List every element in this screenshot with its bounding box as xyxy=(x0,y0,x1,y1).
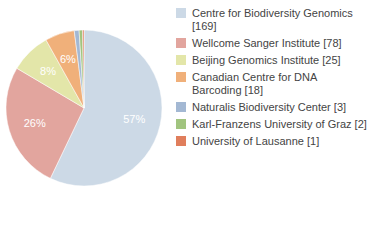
legend-swatch xyxy=(176,119,186,129)
legend-swatch xyxy=(176,55,186,65)
legend-swatch xyxy=(176,38,186,48)
data-label: 6% xyxy=(60,53,76,65)
legend-label: Naturalis Biodiversity Center [3] xyxy=(192,101,346,113)
legend-swatch xyxy=(176,102,186,112)
legend-swatch xyxy=(176,8,186,18)
pie xyxy=(6,30,162,186)
legend-label: Beijing Genomics Institute [25] xyxy=(192,54,341,66)
legend-label: Karl-Franzens University of Graz [2] xyxy=(192,118,367,130)
pie-slice xyxy=(79,30,84,108)
data-label: 57% xyxy=(123,113,145,125)
legend-swatch xyxy=(176,136,186,146)
legend-label: Centre for Biodiversity Genomics[169] xyxy=(192,7,353,32)
pie-slice xyxy=(83,30,84,108)
data-labels: 57% 26% 8% 6% xyxy=(24,53,146,129)
legend-item: Karl-Franzens University of Graz [2] xyxy=(176,118,367,130)
legend: Centre for Biodiversity Genomics[169] Wel… xyxy=(176,7,367,147)
legend-item: University of Lausanne [1] xyxy=(176,135,319,147)
legend-item: Canadian Centre for DNABarcoding [18] xyxy=(176,71,318,96)
legend-label: Wellcome Sanger Institute [78] xyxy=(192,37,342,49)
pie-slice xyxy=(74,30,84,108)
chart: 57% 26% 8% 6% Centre for Biodiversity Genomi… xyxy=(0,0,380,240)
legend-item: Centre for Biodiversity Genomics[169] xyxy=(176,7,353,32)
legend-item: Beijing Genomics Institute [25] xyxy=(176,54,341,66)
legend-label: Canadian Centre for DNABarcoding [18] xyxy=(192,71,318,96)
legend-swatch xyxy=(176,72,186,82)
data-label: 8% xyxy=(40,65,56,77)
legend-label: University of Lausanne [1] xyxy=(192,135,319,147)
legend-item: Wellcome Sanger Institute [78] xyxy=(176,37,342,49)
data-label: 26% xyxy=(24,117,46,129)
legend-item: Naturalis Biodiversity Center [3] xyxy=(176,101,346,113)
